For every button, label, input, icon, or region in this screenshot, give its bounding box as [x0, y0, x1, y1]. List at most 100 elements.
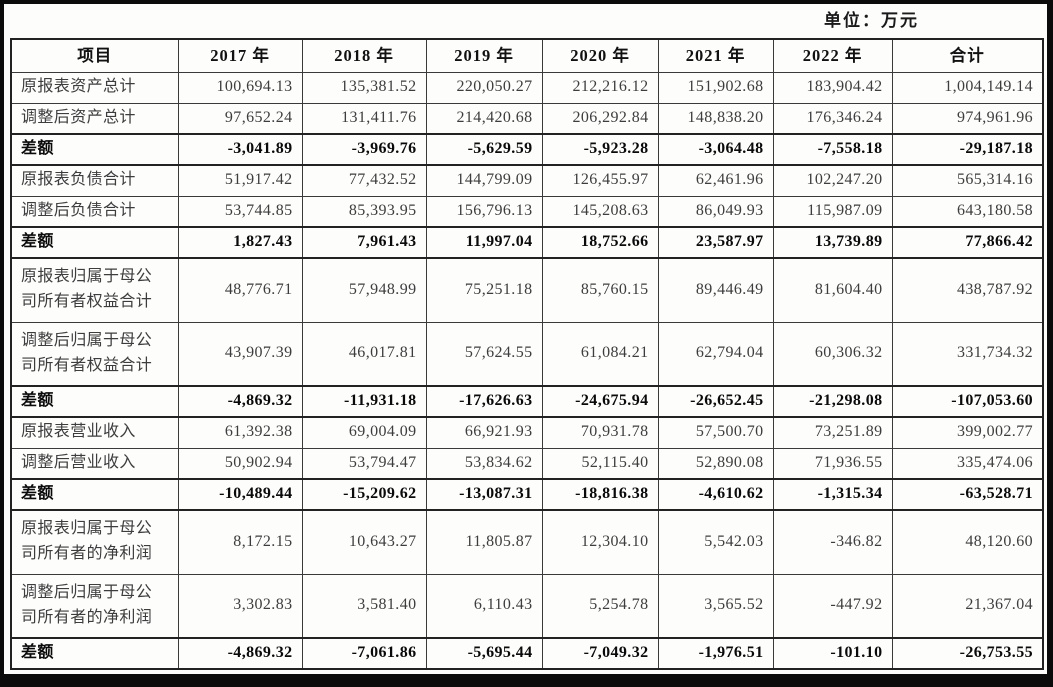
value-cell: 73,251.89	[772, 416, 893, 449]
table-row: 差额 -3,041.89 -3,969.76 -5,629.59 -5,923.28 -3…	[10, 133, 1044, 166]
value-cell: 3,581.40	[301, 573, 427, 639]
value-cell: -447.92	[772, 573, 893, 639]
row-label-cell: 差额	[10, 226, 179, 259]
value-cell: 81,604.40	[772, 257, 893, 323]
value-cell: -7,061.86	[301, 637, 427, 670]
value-cell: 7,961.43	[301, 226, 427, 259]
value-cell: 70,931.78	[541, 416, 659, 449]
value-cell: -101.10	[772, 637, 893, 670]
table-row: 原报表负债合计 51,917.42 77,432.52 144,799.09 126,4…	[10, 164, 1044, 197]
header-cell-item: 项目	[10, 38, 179, 73]
financial-comparison-table: 项目 2017 年 2018 年 2019 年 2020 年 2021 年 2022 年合计…	[10, 38, 1044, 670]
value-cell: -3,041.89	[177, 133, 303, 166]
value-cell: -5,923.28	[541, 133, 659, 166]
value-cell: -24,675.94	[541, 385, 659, 418]
header-cell: 2021 年	[657, 38, 774, 73]
value-cell: -21,298.08	[772, 385, 893, 418]
value-cell: 11,997.04	[425, 226, 543, 259]
value-cell: 77,432.52	[301, 164, 427, 197]
table-row: 差额 1,827.43 7,961.43 11,997.04 18,752.66 23,5…	[10, 226, 1044, 259]
value-cell: -3,064.48	[657, 133, 774, 166]
value-cell: 974,961.96	[891, 102, 1044, 135]
value-cell: 66,921.93	[425, 416, 543, 449]
value-cell: -7,558.18	[772, 133, 893, 166]
value-cell: -4,869.32	[177, 385, 303, 418]
row-label-cell: 原报表资产总计	[10, 71, 179, 104]
value-cell: -10,489.44	[177, 478, 303, 511]
value-cell: 1,827.43	[177, 226, 303, 259]
value-cell: 11,805.87	[425, 509, 543, 575]
value-cell: 89,446.49	[657, 257, 774, 323]
value-cell: 57,500.70	[657, 416, 774, 449]
value-cell: 3,302.83	[177, 573, 303, 639]
value-cell: 212,216.12	[541, 71, 659, 104]
value-cell: 183,904.42	[772, 71, 893, 104]
value-cell: 206,292.84	[541, 102, 659, 135]
value-cell: -1,315.34	[772, 478, 893, 511]
unit-label: 单位：万元	[824, 11, 919, 30]
value-cell: 131,411.76	[301, 102, 427, 135]
value-cell: 10,643.27	[301, 509, 427, 575]
row-label-cell: 原报表营业收入	[10, 416, 179, 449]
row-label-cell: 调整后归属于母公司所有者的净利润	[10, 573, 179, 639]
value-cell: -5,695.44	[425, 637, 543, 670]
row-label-cell: 调整后营业收入	[10, 447, 179, 480]
value-cell: 46,017.81	[301, 321, 427, 387]
value-cell: 60,306.32	[772, 321, 893, 387]
value-cell: 148,838.20	[657, 102, 774, 135]
value-cell: 1,004,149.14	[891, 71, 1044, 104]
value-cell: 331,734.32	[891, 321, 1044, 387]
value-cell: 51,917.42	[177, 164, 303, 197]
value-cell: 75,251.18	[425, 257, 543, 323]
value-cell: 18,752.66	[541, 226, 659, 259]
value-cell: -5,629.59	[425, 133, 543, 166]
row-label-cell: 原报表归属于母公司所有者的净利润	[10, 509, 179, 575]
value-cell: -63,528.71	[891, 478, 1044, 511]
value-cell: 102,247.20	[772, 164, 893, 197]
value-cell: 13,739.89	[772, 226, 893, 259]
table-row: 调整后归属于母公司所有者的净利润 3,302.83 3,581.40 6,110.43…	[10, 573, 1044, 639]
value-cell: -7,049.32	[541, 637, 659, 670]
row-label-cell: 原报表负债合计	[10, 164, 179, 197]
value-cell: 53,834.62	[425, 447, 543, 480]
value-cell: 77,866.42	[891, 226, 1044, 259]
value-cell: -107,053.60	[891, 385, 1044, 418]
table-header: 项目 2017 年 2018 年 2019 年 2020 年 2021 年 2022 年合计	[10, 38, 1044, 73]
value-cell: 335,474.06	[891, 447, 1044, 480]
header-cell: 2018 年	[301, 38, 427, 73]
value-cell: 71,936.55	[772, 447, 893, 480]
value-cell: 61,392.38	[177, 416, 303, 449]
value-cell: -11,931.18	[301, 385, 427, 418]
value-cell: -18,816.38	[541, 478, 659, 511]
value-cell: 5,542.03	[657, 509, 774, 575]
header-cell: 合计	[891, 38, 1044, 73]
value-cell: 643,180.58	[891, 195, 1044, 228]
row-label-cell: 差额	[10, 385, 179, 418]
value-cell: -17,626.63	[425, 385, 543, 418]
row-label-cell: 调整后资产总计	[10, 102, 179, 135]
value-cell: -26,652.45	[657, 385, 774, 418]
value-cell: 48,776.71	[177, 257, 303, 323]
value-cell: 48,120.60	[891, 509, 1044, 575]
table-row: 原报表资产总计 100,694.13 135,381.52 220,050.27 212…	[10, 71, 1044, 104]
page-content: 单位：万元 项目 2017 年 2018 年 2019 年 2020 年 2021 年 20…	[4, 4, 1047, 674]
table-row: 调整后负债合计 53,744.85 85,393.95 156,796.13 145,2…	[10, 195, 1044, 228]
table-row: 原报表营业收入 61,392.38 69,004.09 66,921.93 70,931…	[10, 416, 1044, 449]
value-cell: 6,110.43	[425, 573, 543, 639]
row-label-cell: 调整后负债合计	[10, 195, 179, 228]
table-body: 原报表资产总计 100,694.13 135,381.52 220,050.27 212…	[10, 71, 1044, 670]
value-cell: 151,902.68	[657, 71, 774, 104]
value-cell: -4,610.62	[657, 478, 774, 511]
row-label-cell: 调整后归属于母公司所有者权益合计	[10, 321, 179, 387]
value-cell: -13,087.31	[425, 478, 543, 511]
value-cell: 8,172.15	[177, 509, 303, 575]
value-cell: 23,587.97	[657, 226, 774, 259]
table-row: 调整后资产总计 97,652.24 131,411.76 214,420.68 206,…	[10, 102, 1044, 135]
table-row: 调整后营业收入 50,902.94 53,794.47 53,834.62 52,115…	[10, 447, 1044, 480]
table-row: 差额 -10,489.44 -15,209.62 -13,087.31 -18,816.…	[10, 478, 1044, 511]
value-cell: 144,799.09	[425, 164, 543, 197]
value-cell: 85,760.15	[541, 257, 659, 323]
value-cell: 565,314.16	[891, 164, 1044, 197]
table-row: 原报表归属于母公司所有者的净利润 8,172.15 10,643.27 11,805.…	[10, 509, 1044, 575]
